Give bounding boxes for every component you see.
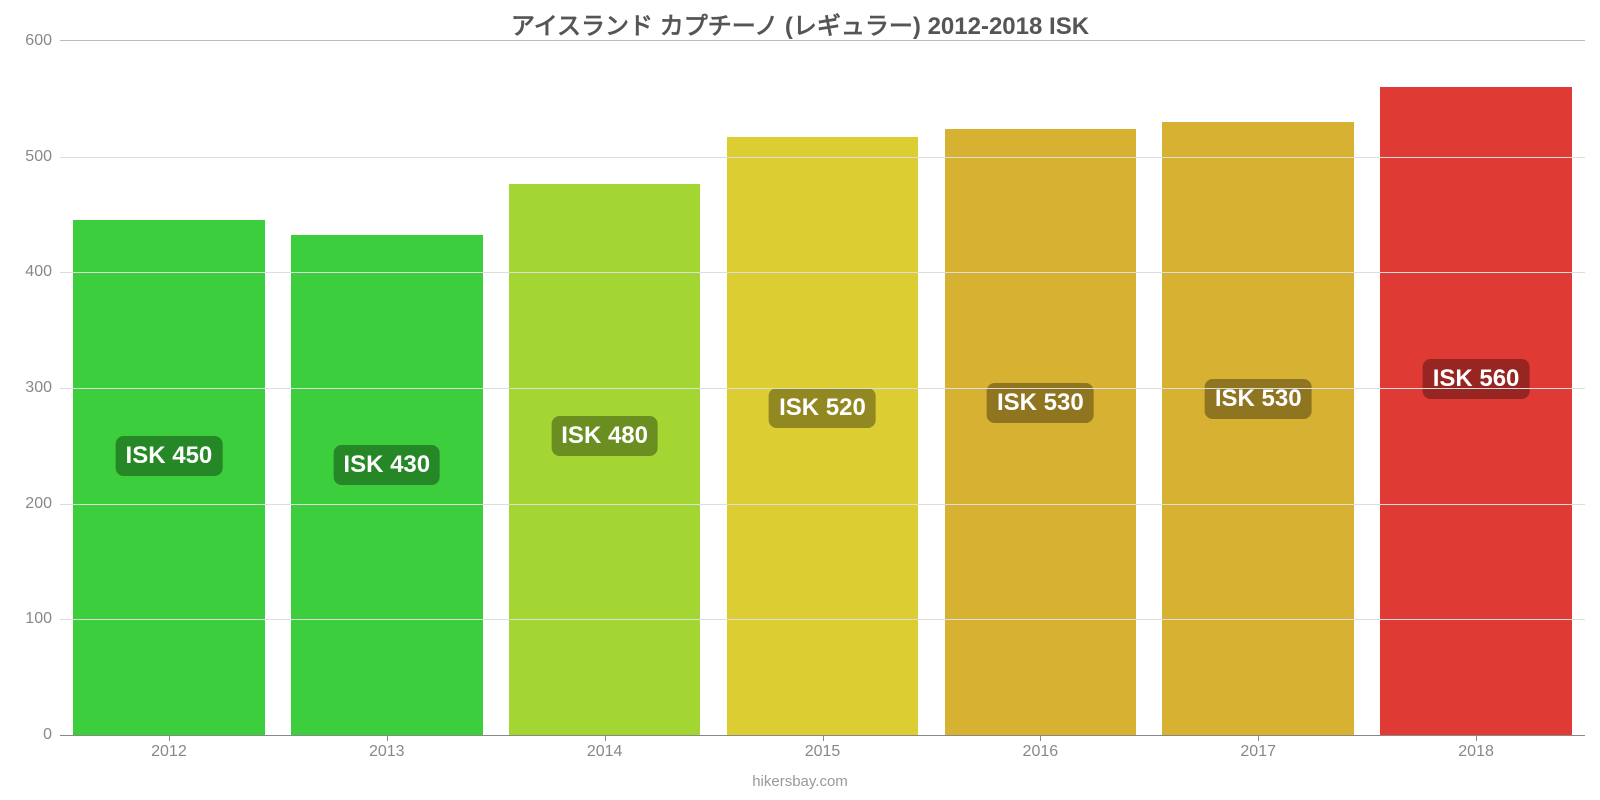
x-tick-label: 2015 — [805, 735, 841, 761]
x-tick-label: 2018 — [1458, 735, 1494, 761]
bar-2017: ISK 530 — [1162, 122, 1354, 735]
gridline — [60, 388, 1585, 389]
y-tick-label: 500 — [25, 148, 60, 166]
attribution-text: hikersbay.com — [0, 773, 1600, 790]
gridline — [60, 504, 1585, 505]
value-badge: ISK 430 — [333, 445, 440, 485]
chart-title: アイスランド カプチーノ (レギュラー) 2012-2018 ISK — [0, 6, 1600, 41]
y-tick-label: 300 — [25, 379, 60, 397]
gridline — [60, 157, 1585, 158]
bar-2014: ISK 480 — [509, 184, 701, 735]
gridline — [60, 272, 1585, 273]
bar-2016: ISK 530 — [945, 129, 1137, 735]
x-tick-label: 2014 — [587, 735, 623, 761]
x-tick-label: 2012 — [151, 735, 187, 761]
value-badge: ISK 530 — [987, 383, 1094, 423]
y-tick-label: 0 — [43, 726, 60, 744]
bar-2013: ISK 430 — [291, 235, 483, 735]
value-badge: ISK 450 — [116, 436, 223, 476]
bar-2015: ISK 520 — [727, 137, 919, 735]
y-tick-label: 400 — [25, 263, 60, 281]
value-badge: ISK 480 — [551, 416, 658, 456]
chart-wrapper: アイスランド カプチーノ (レギュラー) 2012-2018 ISK ISK 4… — [0, 0, 1600, 800]
x-tick-label: 2016 — [1023, 735, 1059, 761]
y-tick-label: 200 — [25, 495, 60, 513]
value-badge: ISK 560 — [1423, 359, 1530, 399]
bar-2012: ISK 450 — [73, 220, 265, 735]
gridline — [60, 619, 1585, 620]
value-badge: ISK 530 — [1205, 379, 1312, 419]
y-tick-label: 600 — [25, 32, 60, 50]
value-badge: ISK 520 — [769, 388, 876, 428]
bar-2018: ISK 560 — [1380, 87, 1572, 735]
x-tick-label: 2017 — [1240, 735, 1276, 761]
plot-area: ISK 450 ISK 430 ISK 480 ISK 520 ISK 530 ISK 5… — [60, 40, 1585, 735]
x-tick-label: 2013 — [369, 735, 405, 761]
y-tick-label: 100 — [25, 610, 60, 628]
